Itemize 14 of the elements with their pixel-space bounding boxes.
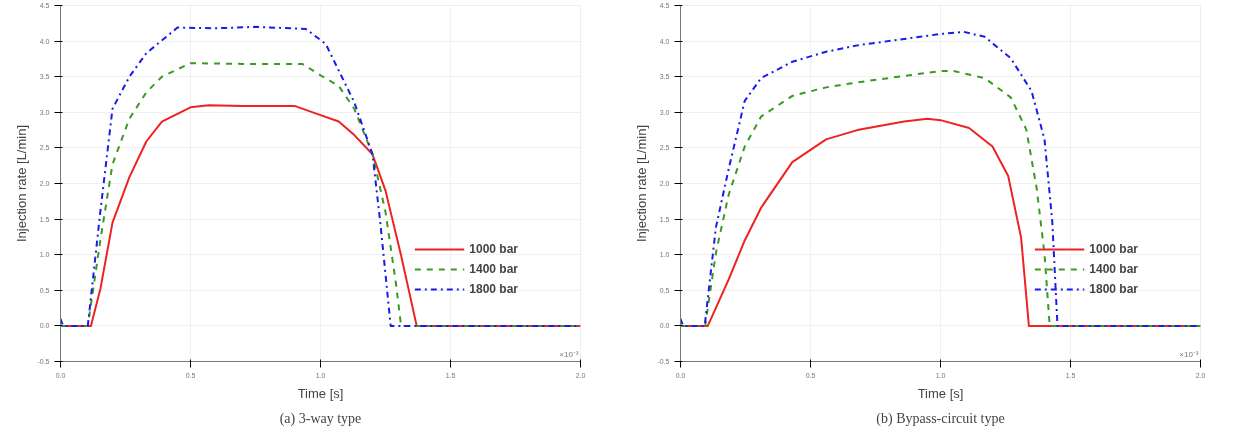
text: (b) Bypass-circuit type: [876, 410, 1005, 427]
annotation: ×10⁻³: [1179, 349, 1199, 359]
legend-label: 1800 bar: [1089, 282, 1138, 296]
legend-label: 1800 bar: [469, 282, 518, 296]
legend-label: 1400 bar: [1089, 262, 1138, 276]
legend-label: 1000 bar: [469, 242, 518, 256]
annotation: ×10⁻³: [559, 349, 579, 359]
y-axis-title: Injection rate [L/min]: [634, 124, 650, 243]
legend-label: 1000 bar: [1089, 242, 1138, 256]
legend-label: 1400 bar: [469, 262, 518, 276]
y-axis-title: Injection rate [L/min]: [14, 124, 30, 243]
x-axis-title: Time [s]: [297, 385, 344, 401]
text: (a) 3-way type: [279, 410, 362, 427]
x-axis-title: Time [s]: [917, 385, 964, 401]
